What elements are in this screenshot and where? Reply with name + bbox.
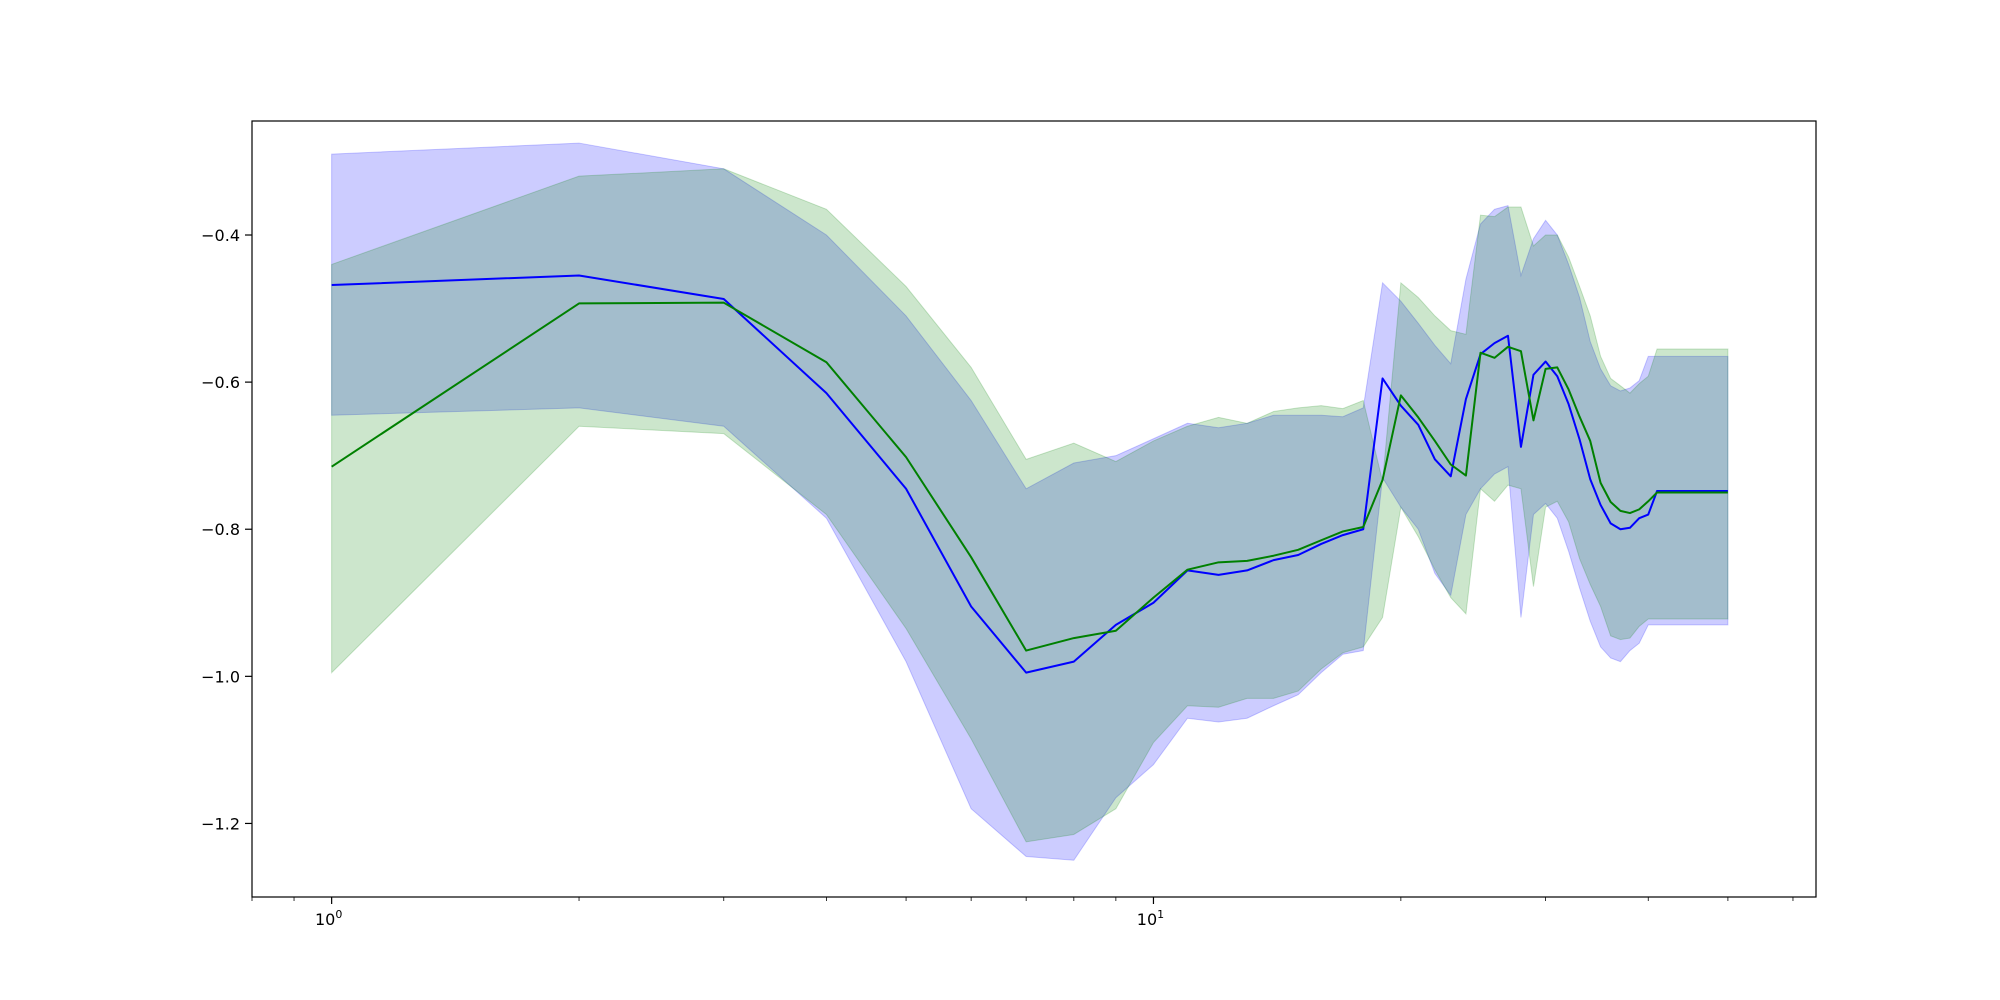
series-1-band [331,142,1729,861]
series-2-line [331,301,1728,652]
y-tick-label: −1.0 [201,667,240,686]
confidence-bands [331,142,1729,861]
series-lines [331,274,1728,674]
y-tick-label: −1.2 [201,814,240,833]
y-tick-label: −0.4 [201,226,240,245]
x-axis: 100 101 [251,897,1794,929]
y-axis: −0.4 −0.6 −0.8 −1.0 −1.2 [201,226,252,833]
y-tick-label: −0.6 [201,373,240,392]
x-tick-label: 101 [1137,908,1164,929]
series-1-line [331,274,1728,674]
x-tick-label: 100 [315,908,342,929]
y-tick-label: −0.8 [201,520,240,539]
series-2-band [331,168,1729,843]
plot-frame [251,120,1817,898]
